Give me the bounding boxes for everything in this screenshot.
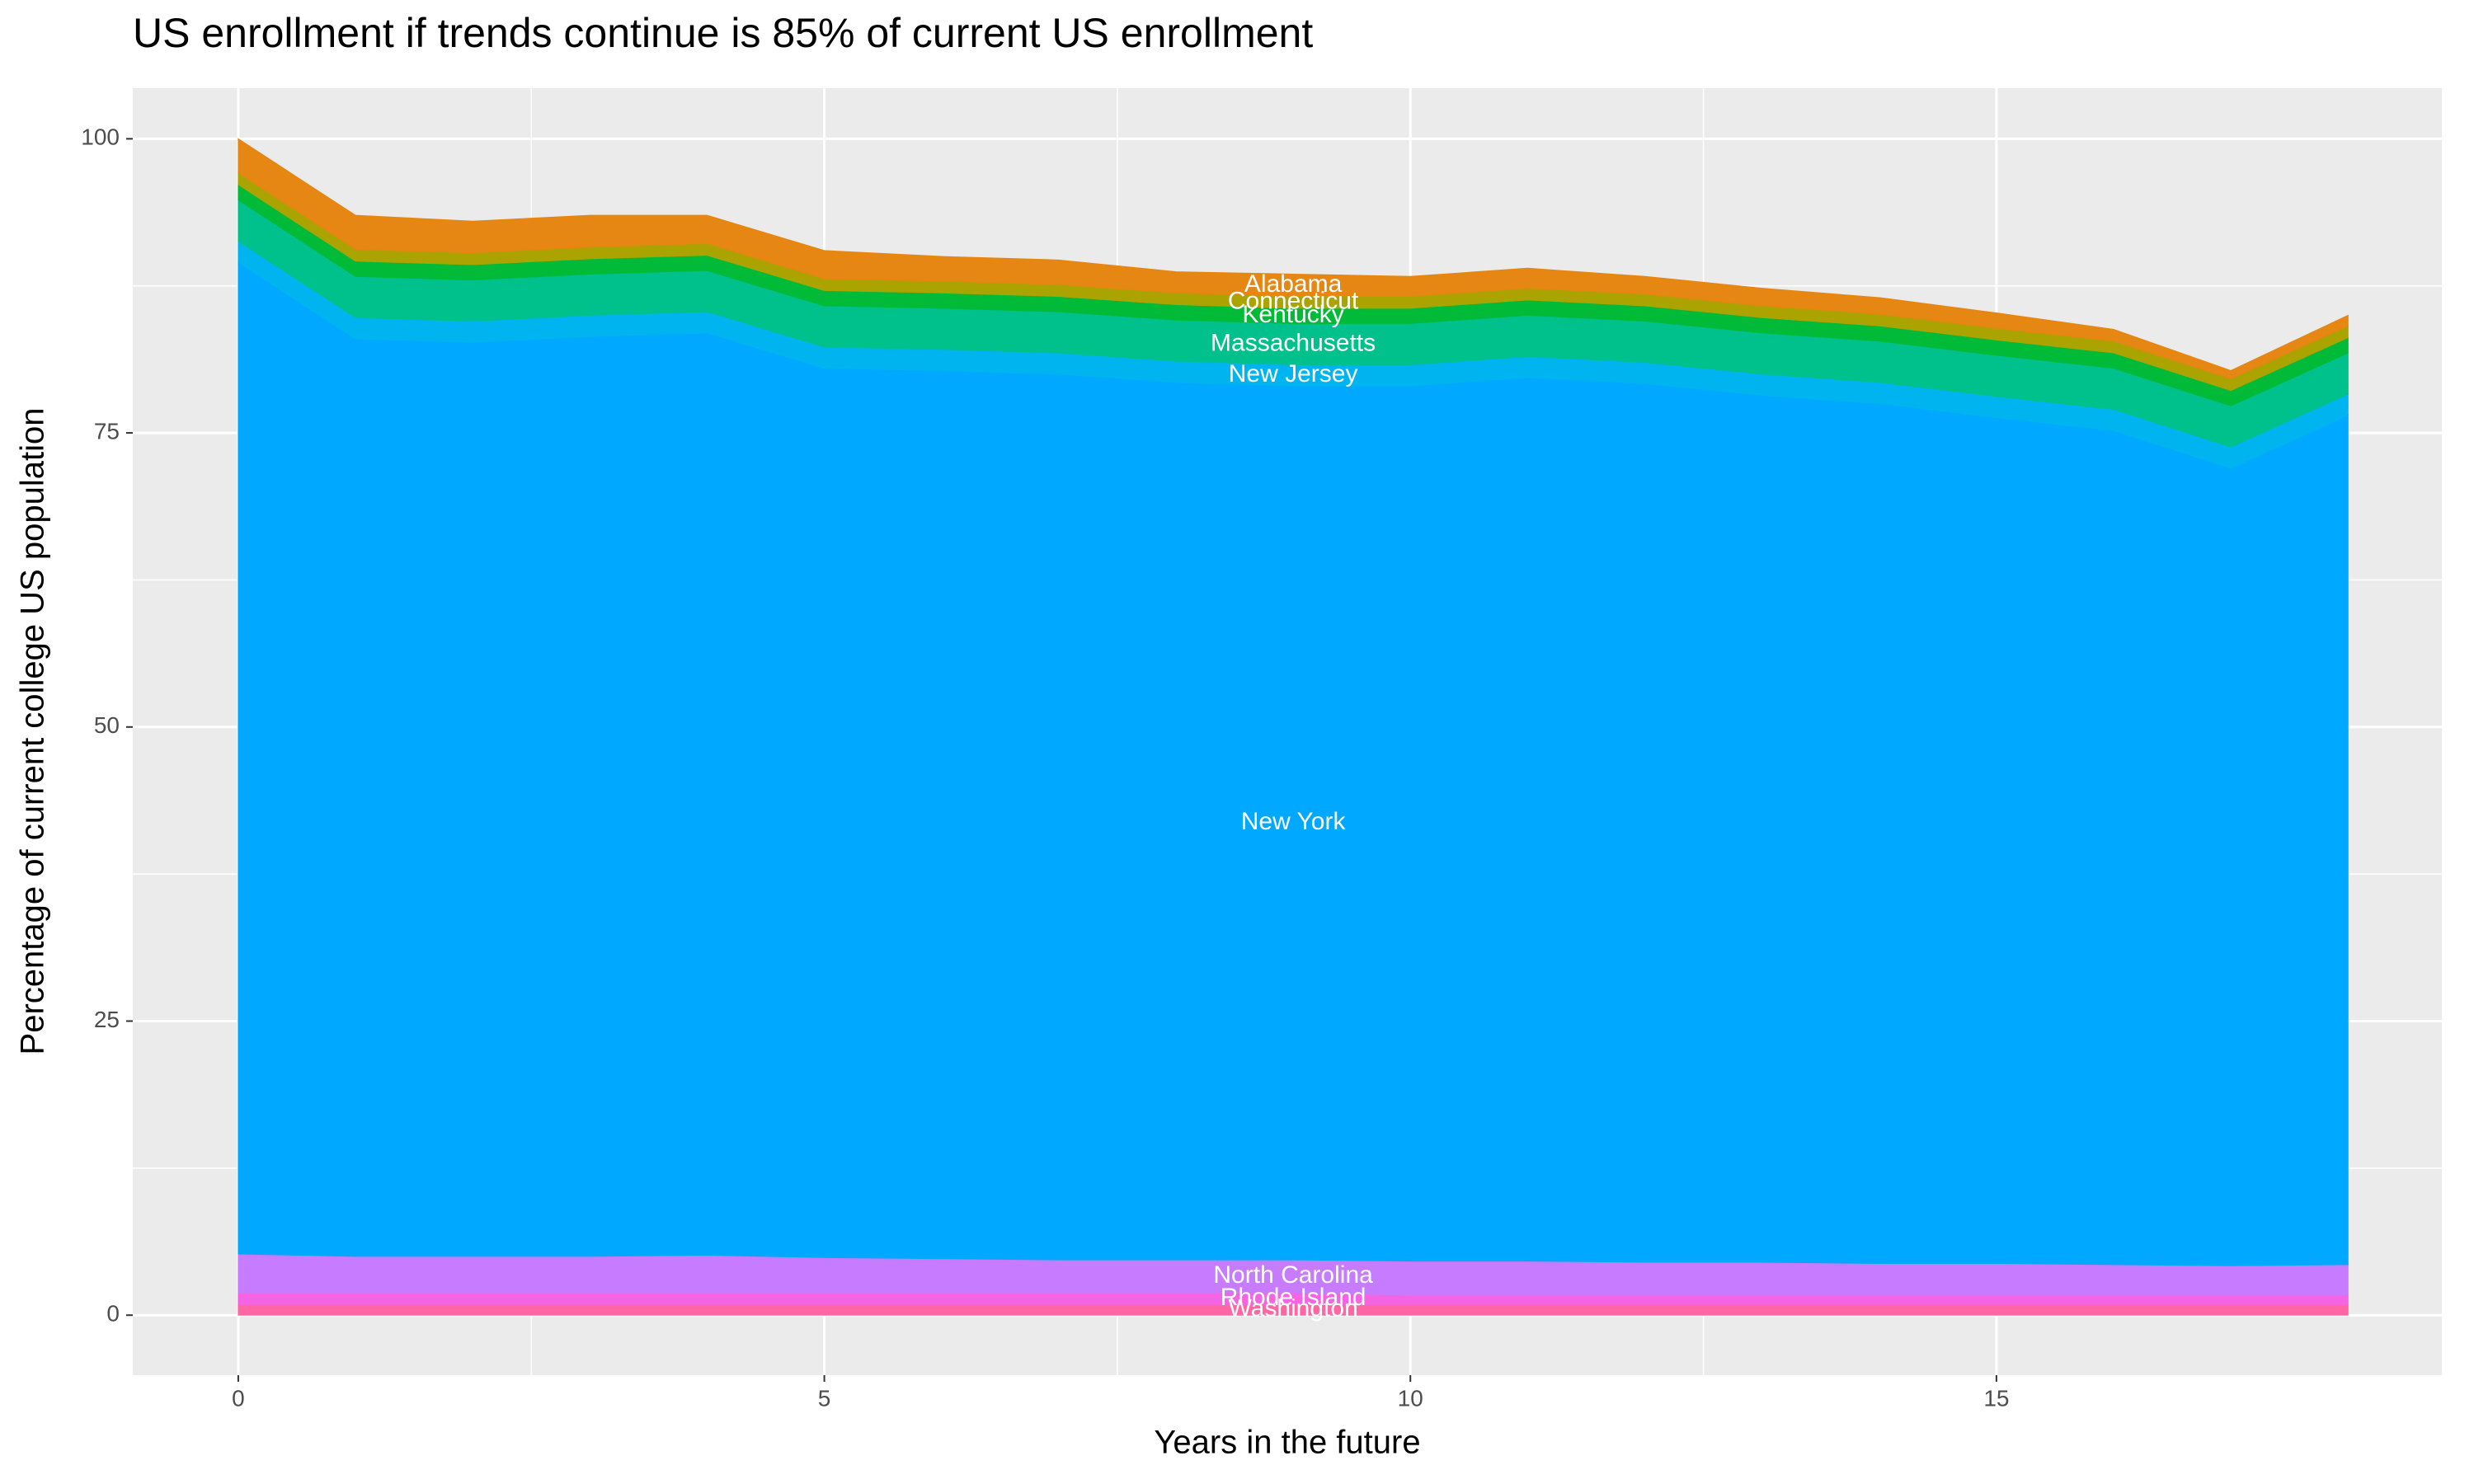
y-tick-label: 100 xyxy=(81,124,120,150)
y-tick-label: 50 xyxy=(94,712,120,738)
chart-title: US enrollment if trends continue is 85% … xyxy=(133,10,1313,56)
series-label: Washington xyxy=(1228,1295,1357,1322)
series-label: New Jersey xyxy=(1229,360,1358,387)
y-tick-label: 25 xyxy=(94,1007,120,1032)
areas xyxy=(238,138,2349,1316)
series-label: Kentucky xyxy=(1242,301,1343,328)
series-label: Connecticut xyxy=(1228,288,1359,315)
x-axis-title: Years in the future xyxy=(1154,1425,1420,1461)
series-label: North Carolina xyxy=(1213,1261,1373,1289)
area xyxy=(238,138,2349,379)
series-label: Rhode Island xyxy=(1221,1284,1366,1311)
x-tick-label: 15 xyxy=(1983,1385,2009,1411)
y-axis-title: Percentage of current college US populat… xyxy=(15,408,51,1055)
series-label: Alabama xyxy=(1244,270,1343,298)
series-label: Massachusetts xyxy=(1211,329,1376,356)
y-tick-label: 75 xyxy=(94,418,120,444)
x-tick-label: 0 xyxy=(232,1385,245,1411)
y-tick-label: 0 xyxy=(106,1301,120,1327)
x-tick-label: 10 xyxy=(1398,1385,1423,1411)
series-label: New York xyxy=(1241,808,1347,835)
x-tick-label: 5 xyxy=(818,1385,831,1411)
